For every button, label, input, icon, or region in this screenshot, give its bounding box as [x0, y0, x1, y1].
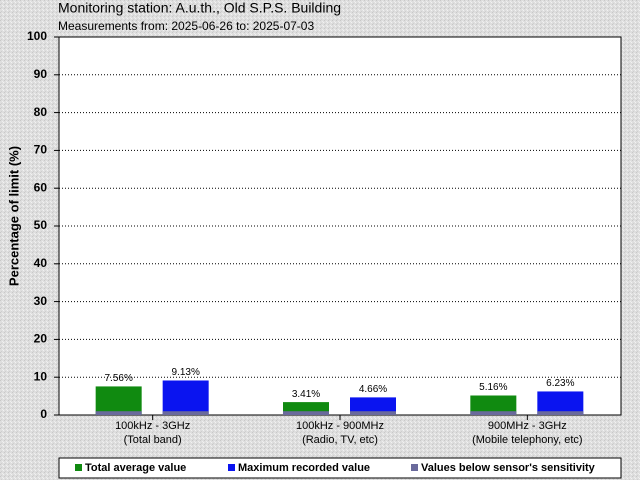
chart-title: Monitoring station: A.u.th., Old S.P.S. … — [58, 0, 341, 16]
legend-swatch — [411, 464, 418, 471]
y-tick-label: 20 — [34, 332, 48, 346]
y-tick-label: 60 — [34, 180, 48, 194]
sensitivity-bar — [95, 411, 142, 415]
x-tick-label: 100kHz - 3GHz — [115, 420, 190, 432]
y-tick-label: 50 — [34, 218, 48, 232]
y-tick-label: 80 — [34, 105, 48, 119]
bar — [470, 395, 517, 415]
sensitivity-bar — [350, 411, 396, 415]
bar — [537, 391, 584, 415]
y-axis-label: Percentage of limit (%) — [6, 146, 21, 286]
value-label: 6.23% — [546, 378, 574, 389]
bar — [95, 386, 142, 415]
y-tick-label: 100 — [27, 29, 47, 43]
legend-swatch — [75, 464, 82, 471]
x-tick-label: 900MHz - 3GHz — [488, 420, 567, 432]
legend — [58, 457, 622, 479]
y-tick-label: 10 — [34, 369, 48, 383]
legend-swatch — [228, 464, 235, 471]
y-tick-label: 40 — [34, 256, 48, 270]
value-label: 9.13% — [171, 367, 199, 378]
legend-label: Values below sensor's sensitivity — [421, 462, 596, 474]
sensitivity-bar — [162, 411, 209, 415]
x-tick-label: (Mobile telephony, etc) — [472, 434, 582, 446]
x-tick-label: (Total band) — [124, 434, 182, 446]
value-label: 7.56% — [104, 373, 132, 384]
sensitivity-bar — [537, 411, 584, 415]
bar — [350, 397, 396, 415]
x-tick-label: 100kHz - 900MHz — [296, 420, 384, 432]
y-tick-label: 0 — [40, 407, 47, 421]
value-label: 5.16% — [479, 382, 507, 393]
y-tick-label: 90 — [34, 67, 48, 81]
legend-label: Total average value — [85, 462, 186, 474]
legend-label: Maximum recorded value — [238, 462, 370, 474]
bar — [162, 380, 209, 415]
value-label: 3.41% — [292, 389, 320, 400]
x-tick-label: (Radio, TV, etc) — [302, 434, 378, 446]
value-label: 4.66% — [359, 384, 387, 395]
y-tick-label: 30 — [34, 294, 48, 308]
chart-subtitle: Measurements from: 2025-06-26 to: 2025-0… — [58, 19, 314, 33]
y-tick-label: 70 — [34, 143, 48, 157]
sensitivity-bar — [470, 411, 517, 415]
sensitivity-bar — [283, 411, 329, 415]
